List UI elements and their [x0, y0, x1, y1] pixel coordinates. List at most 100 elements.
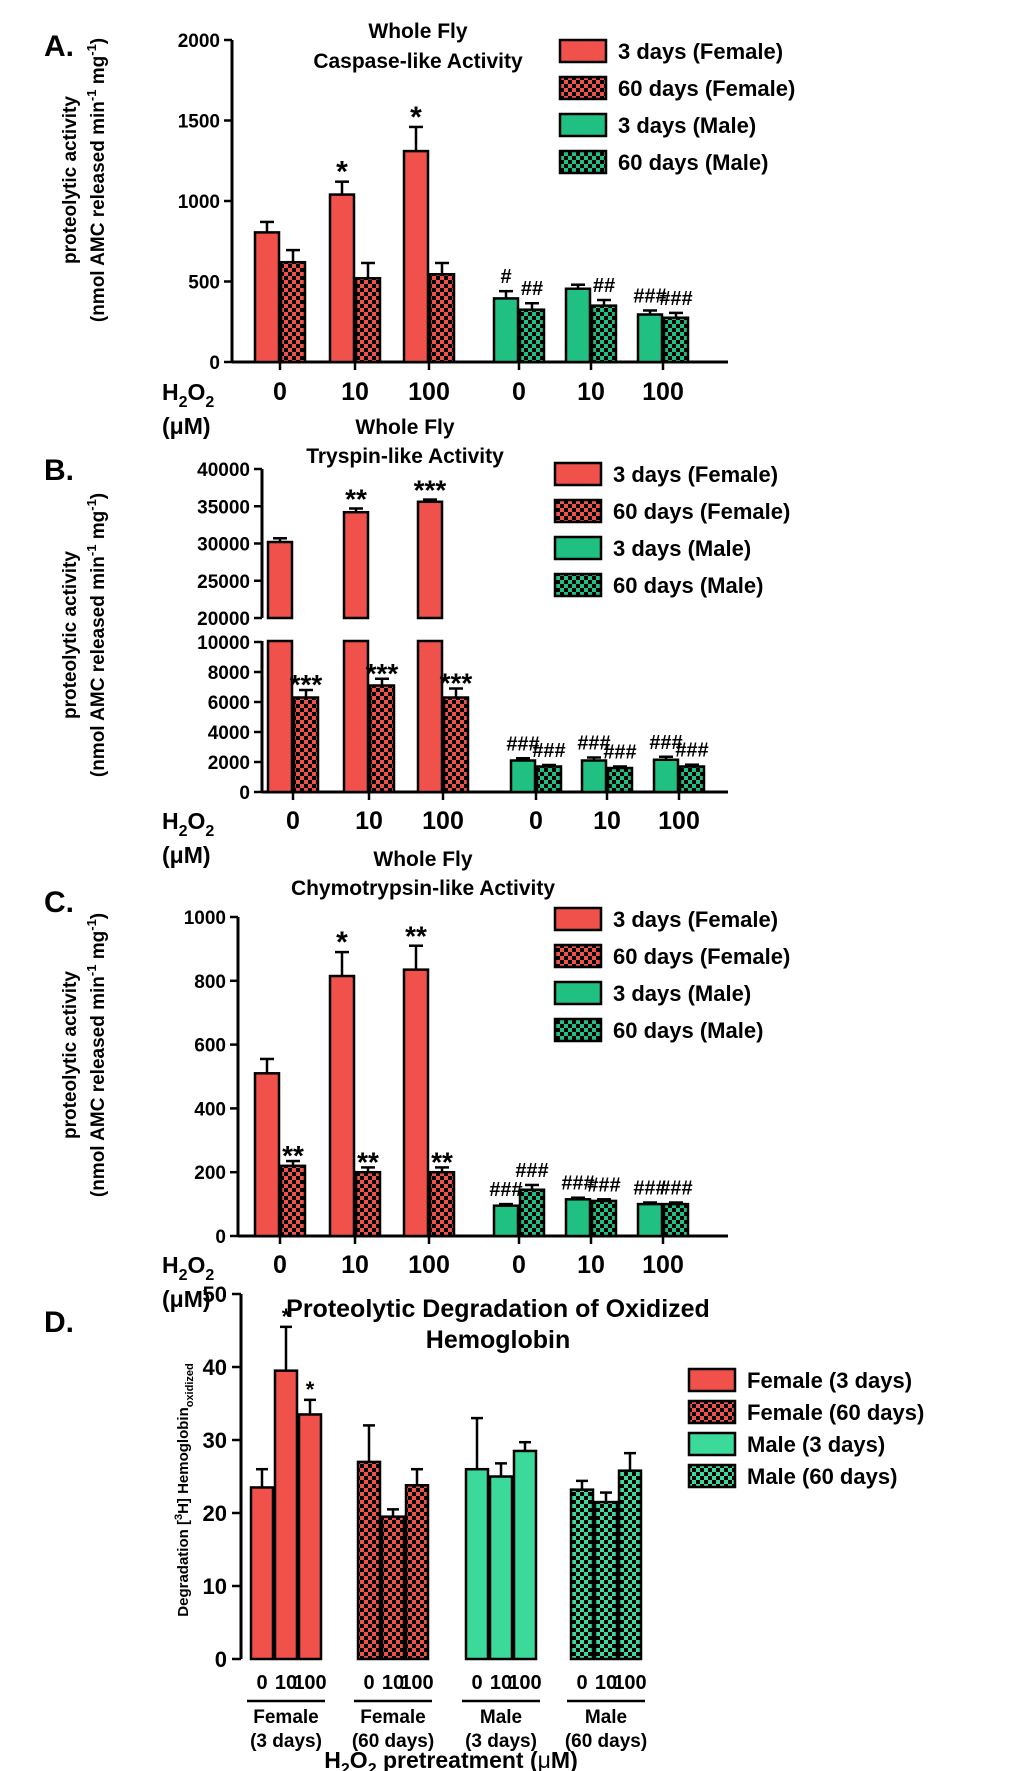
panel-a: A. Whole Fly Caspase-like Activity proteoly… [44, 20, 795, 439]
y-axis-label-line: (nmol AMC released min-1 mg-1) [84, 38, 109, 322]
y-axis-label-line: proteolytic activity [60, 971, 81, 1139]
subscript: oxidized [184, 1363, 196, 1407]
bar [492, 1204, 520, 1238]
bar [380, 1515, 406, 1661]
y-tick-label: 0 [215, 1647, 227, 1672]
y-axis-label-line: proteolytic activity [60, 551, 81, 719]
bar [662, 1202, 690, 1238]
group-label: Male [585, 1707, 627, 1728]
bar [342, 639, 370, 794]
y-tick-label: 0 [215, 1227, 226, 1248]
significance-marker: *** [440, 668, 473, 699]
x-tick-label: 100 [293, 1672, 326, 1694]
group-label: (60 days) [565, 1731, 647, 1752]
y-tick-label: 10000 [197, 633, 250, 654]
x-tick-label: 10 [577, 378, 605, 406]
significance-marker: * [410, 101, 422, 134]
legend-swatch [553, 980, 603, 1006]
panel-label: B. [44, 454, 74, 487]
bar [253, 1072, 281, 1238]
y-tick-label: 25000 [197, 572, 250, 593]
text-part: 2 [179, 823, 188, 840]
bar [512, 1449, 538, 1661]
bar [518, 308, 546, 364]
superscript: 3 [173, 1514, 185, 1520]
significance-marker: ** [431, 1146, 453, 1177]
y-tick-label: 0 [209, 353, 220, 374]
legend-label: Male (3 days) [747, 1432, 885, 1457]
bar [636, 313, 664, 364]
bar [273, 1369, 299, 1661]
bar [328, 974, 356, 1238]
text-part: M) [551, 1747, 578, 1771]
legend-swatch [553, 572, 603, 598]
significance-marker: ### [561, 1173, 594, 1195]
x-tick-label: 10 [382, 1672, 404, 1694]
x-axis-label: H2O2 [162, 379, 214, 411]
x-axis-label: H2O2 pretreatment (μM) [324, 1747, 577, 1771]
text-part: H] Hemoglobin [175, 1407, 192, 1514]
x-tick-label: 100 [658, 807, 700, 835]
legend-label: 60 days (Male) [613, 573, 763, 598]
x-tick-label: 0 [576, 1672, 587, 1694]
significance-marker: *** [414, 475, 447, 506]
y-axis-label: proteolytic activity (nmol AMC released m… [60, 913, 109, 1197]
bar [535, 765, 563, 794]
text-part: O [188, 379, 206, 405]
bar [297, 1413, 323, 1661]
text-part: 2 [179, 394, 188, 411]
y-axis-label-line: Degradation [3H] Hemoglobinoxidized [173, 1363, 196, 1616]
bar [593, 1500, 619, 1661]
bar [518, 1188, 546, 1238]
y-axis-label: proteolytic activity (nmol AMC released m… [60, 493, 109, 777]
x-tick-label: 100 [508, 1672, 541, 1694]
group-label: (60 days) [352, 1731, 434, 1752]
bar [253, 231, 281, 364]
legend-swatch [558, 75, 608, 101]
x-tick-label: 0 [529, 807, 543, 835]
bar [617, 1469, 643, 1661]
significance-marker: # [500, 266, 511, 288]
x-tick-label: 10 [275, 1672, 297, 1694]
bar [279, 1164, 307, 1238]
bar [354, 1170, 382, 1238]
bar [342, 510, 370, 620]
text-part: pretreatment ( [377, 1747, 538, 1771]
significance-marker: * [336, 926, 348, 959]
significance-marker: ### [633, 285, 666, 307]
legend-swatch [687, 1431, 737, 1457]
bar [428, 1170, 456, 1238]
y-axis-label-line: (nmol AMC released min-1 mg-1) [84, 493, 109, 777]
x-tick-label: 100 [642, 1251, 684, 1279]
significance-marker: ### [659, 1178, 692, 1200]
chart-title: Tryspin-like Activity [306, 445, 504, 468]
group-label: Male [480, 1707, 522, 1728]
y-tick-label: 800 [194, 972, 226, 993]
legend-label: Male (60 days) [747, 1464, 897, 1489]
legend-label: 3 days (Male) [613, 536, 751, 561]
x-tick-label: 100 [613, 1672, 646, 1694]
text-part: mg [88, 511, 109, 545]
legend-label: 3 days (Female) [613, 907, 778, 932]
superscript: -1 [84, 499, 99, 511]
significance-marker: ### [659, 288, 692, 310]
bar [279, 260, 307, 364]
legend-swatch [558, 38, 608, 64]
significance-marker: * [282, 1304, 291, 1329]
y-axis-label-line: proteolytic activity [60, 96, 81, 264]
panel-c: C. Whole Fly Chymotrypsin-like Activity pro… [44, 848, 790, 1312]
text-part: mg [88, 56, 109, 90]
significance-marker: ** [357, 1146, 379, 1177]
x-tick-label: 0 [512, 1251, 526, 1279]
chart-title: Whole Fly [373, 848, 472, 871]
x-tick-label: 10 [341, 378, 369, 406]
x-tick-label: 10 [595, 1672, 617, 1694]
group-label: (3 days) [465, 1731, 537, 1752]
legend-swatch [558, 112, 608, 138]
bar [328, 193, 356, 364]
y-axis-label: proteolytic activity (nmol AMC released m… [60, 38, 109, 322]
significance-marker: ### [675, 740, 708, 762]
text-part: 2 [205, 823, 214, 840]
legend-swatch [553, 535, 603, 561]
x-tick-label: 100 [642, 378, 684, 406]
